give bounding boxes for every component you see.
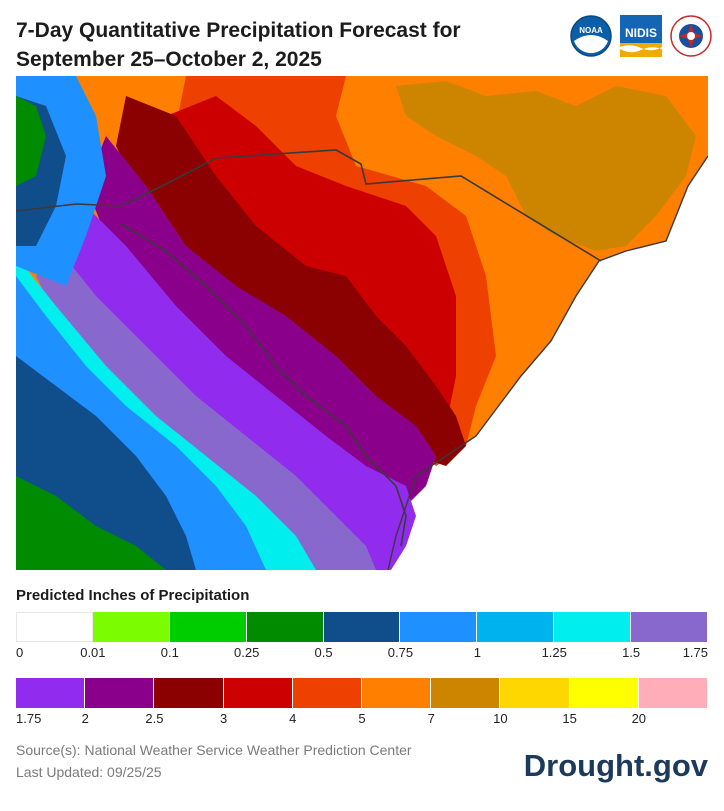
legend-swatch-r1-5	[400, 612, 478, 642]
legend-tick-r2-1: 2	[81, 711, 89, 726]
map-title: 7-Day Quantitative Precipitation Forecas…	[16, 16, 556, 74]
legend-swatch-r1-7	[554, 612, 631, 642]
legend-tick-r1-0: 0	[16, 645, 24, 660]
legend-swatch-r2-8	[569, 678, 639, 708]
heavy-rain-zone-ne	[396, 81, 696, 251]
source-text: Source(s): National Weather Service Weat…	[16, 742, 412, 758]
nidis-logo: NIDIS	[620, 15, 662, 57]
legend-tick-r2-0: 1.75	[16, 711, 42, 726]
ocean-area	[388, 156, 708, 570]
legend-tick-r1-6: 1	[473, 645, 481, 660]
noaa-logo-text: NOAA	[579, 26, 603, 35]
legend-tick-row-1: 0 0.01 0.1 0.25 0.5 0.75 1 1.25 1.5 1.75	[16, 645, 708, 663]
rain-zone-0-25-0-5in	[16, 476, 166, 570]
rain-zone-2-5-3in	[116, 96, 466, 466]
legend-swatch-r1-4	[323, 612, 401, 642]
noaa-logo: NOAA	[570, 15, 612, 57]
legend-swatch-r2-6	[431, 678, 501, 708]
legend-swatch-r1-1	[92, 612, 170, 642]
legend-tick-r1-5: 0.75	[387, 645, 414, 660]
drought-gov-logo: Drought.gov	[523, 748, 708, 783]
legend-tick-r1-2: 0.1	[160, 645, 179, 660]
legend-tick-r2-9: 20	[631, 711, 647, 726]
legend-tick-r2-8: 15	[562, 711, 577, 726]
legend-tick-r2-7: 10	[493, 711, 508, 726]
legend-color-row-2	[16, 678, 708, 708]
legend-tick-r1-4: 0.5	[314, 645, 333, 660]
nidis-logo-text: NIDIS	[625, 26, 657, 40]
last-updated-text: Last Updated: 09/25/25	[16, 764, 162, 780]
rain-zone-2-2-5in	[86, 136, 436, 506]
logo-group: NOAA NIDIS	[570, 14, 712, 58]
legend-swatch-r2-2	[154, 678, 224, 708]
title-line-2: September 25–October 2, 2025	[16, 48, 322, 71]
legend-tick-r1-8: 1.5	[622, 645, 641, 660]
legend-swatch-r2-9	[638, 678, 708, 708]
legend-swatch-r2-7	[500, 678, 570, 708]
title-line-1: 7-Day Quantitative Precipitation Forecas…	[16, 19, 461, 42]
rain-zone-1-5-1-75in	[36, 246, 376, 570]
rain-zone-0-75-1in	[16, 276, 266, 570]
legend-tick-r1-7: 1.25	[541, 645, 567, 660]
legend-tick-r2-2: 2.5	[145, 711, 164, 726]
legend-tick-r2-6: 7	[427, 711, 435, 726]
rain-zone-1-75-2in	[56, 196, 416, 570]
legend-tick-r2-4: 4	[289, 711, 297, 726]
legend-swatch-r2-1	[85, 678, 155, 708]
legend-title: Predicted Inches of Precipitation	[16, 587, 250, 604]
legend-tick-r1-3: 0.25	[234, 645, 260, 660]
coastline	[387, 155, 708, 570]
legend-swatch-r1-6	[477, 612, 555, 642]
legend-tick-r2-5: 5	[358, 711, 366, 726]
legend-swatch-r2-5	[361, 678, 432, 708]
legend-swatch-r1-8	[631, 612, 708, 642]
rain-zone-nw-green	[16, 96, 46, 186]
legend-tick-r2-3: 3	[219, 711, 228, 726]
legend-tick-r1-1: 0.01	[80, 645, 106, 660]
legend-tick-row-2: 1.75 2 2.5 3 4 5 7 10 15 20	[16, 711, 708, 729]
legend-tick-r1-9: 1.75	[682, 645, 708, 660]
legend-swatch-r1-3	[246, 612, 324, 642]
legend-swatch-r2-0	[16, 678, 86, 708]
legend-swatch-r1-2	[169, 612, 247, 642]
legend-swatch-r2-4	[292, 678, 362, 708]
sc-ga-state-border	[120, 223, 407, 547]
nc-sc-state-border	[16, 149, 602, 262]
legend-swatch-r2-3	[223, 678, 293, 708]
legend-swatch-r1-0	[16, 612, 93, 642]
rain-zone-1-25-1-5in	[16, 256, 316, 570]
source-block: Source(s): National Weather Service Weat…	[16, 739, 412, 783]
precipitation-map	[16, 76, 708, 570]
legend-color-row-1	[16, 612, 708, 642]
nws-logo	[670, 15, 712, 57]
